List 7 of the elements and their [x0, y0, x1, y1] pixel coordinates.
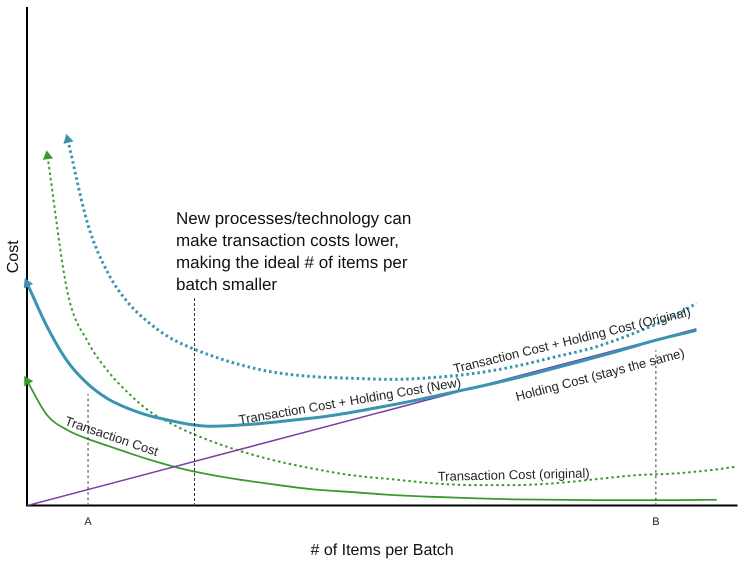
x-axis-title: # of Items per Batch — [310, 542, 454, 559]
y-axis-title: Cost — [5, 240, 22, 274]
annotation: New processes/technology can make transaction costs lower, making the ideal # of items per batch smaller — [176, 208, 412, 296]
x-tick-label: A — [84, 516, 92, 528]
text: Transaction Cost + Holding Cost (New) — [237, 374, 462, 428]
series-label: Transaction Cost (original) — [438, 465, 590, 484]
x-tick-label: B — [652, 516, 660, 528]
